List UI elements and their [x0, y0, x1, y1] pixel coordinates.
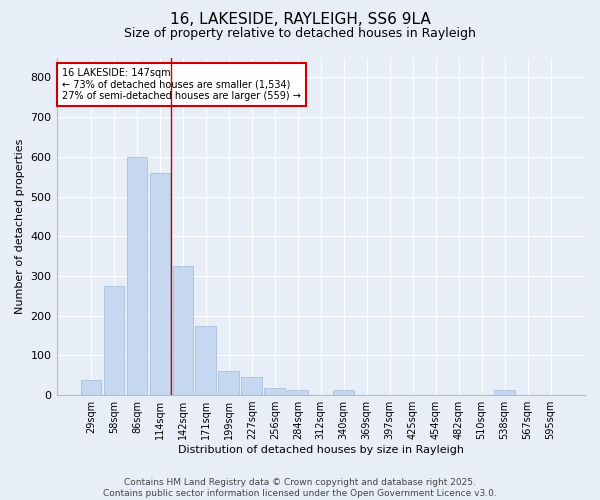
- Bar: [149, 172, 170, 395]
- Bar: [104, 286, 124, 395]
- Bar: [494, 390, 515, 395]
- Bar: [265, 388, 285, 395]
- Bar: [196, 326, 216, 395]
- Bar: [334, 390, 354, 395]
- Bar: [173, 266, 193, 395]
- Bar: [80, 380, 101, 395]
- Y-axis label: Number of detached properties: Number of detached properties: [15, 138, 25, 314]
- Bar: [241, 377, 262, 395]
- Bar: [218, 372, 239, 395]
- X-axis label: Distribution of detached houses by size in Rayleigh: Distribution of detached houses by size …: [178, 445, 464, 455]
- Text: Size of property relative to detached houses in Rayleigh: Size of property relative to detached ho…: [124, 28, 476, 40]
- Bar: [287, 390, 308, 395]
- Bar: [127, 157, 147, 395]
- Text: Contains HM Land Registry data © Crown copyright and database right 2025.
Contai: Contains HM Land Registry data © Crown c…: [103, 478, 497, 498]
- Text: 16 LAKESIDE: 147sqm
← 73% of detached houses are smaller (1,534)
27% of semi-det: 16 LAKESIDE: 147sqm ← 73% of detached ho…: [62, 68, 301, 101]
- Text: 16, LAKESIDE, RAYLEIGH, SS6 9LA: 16, LAKESIDE, RAYLEIGH, SS6 9LA: [170, 12, 430, 28]
